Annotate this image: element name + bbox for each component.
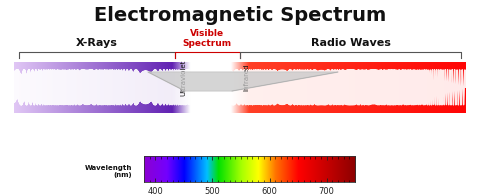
Text: Visible
Spectrum: Visible Spectrum [183,29,232,48]
Text: Wavelength
(nm): Wavelength (nm) [84,165,132,178]
Text: Electromagnetic Spectrum: Electromagnetic Spectrum [94,6,386,25]
Text: Radio Waves: Radio Waves [311,38,391,48]
Text: Ultraviolet: Ultraviolet [180,59,187,96]
Text: Infrared: Infrared [244,64,250,91]
Polygon shape [148,72,338,91]
Text: X-Rays: X-Rays [76,38,118,48]
